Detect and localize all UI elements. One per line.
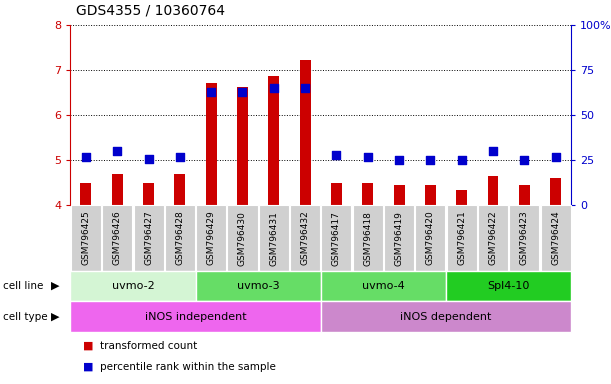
- Bar: [393, 185, 404, 205]
- Point: [363, 154, 373, 160]
- Text: GSM796420: GSM796420: [426, 211, 435, 265]
- Text: GSM796429: GSM796429: [207, 211, 216, 265]
- Text: ■: ■: [82, 341, 93, 351]
- Text: uvmo-2: uvmo-2: [112, 281, 154, 291]
- Text: percentile rank within the sample: percentile rank within the sample: [100, 362, 276, 372]
- Text: Spl4-10: Spl4-10: [488, 281, 530, 291]
- Text: GSM796428: GSM796428: [175, 211, 185, 265]
- Text: cell line: cell line: [3, 281, 43, 291]
- Text: GSM796430: GSM796430: [238, 211, 247, 265]
- Point: [519, 157, 529, 164]
- Text: cell type: cell type: [3, 312, 48, 322]
- Text: GSM796421: GSM796421: [457, 211, 466, 265]
- Text: GSM796431: GSM796431: [269, 211, 278, 265]
- Bar: [81, 183, 92, 205]
- Point: [488, 148, 498, 154]
- Point: [112, 148, 122, 154]
- Point: [207, 89, 216, 95]
- Point: [457, 157, 467, 164]
- Text: ■: ■: [82, 362, 93, 372]
- Text: GSM796432: GSM796432: [301, 211, 310, 265]
- Point: [144, 156, 153, 162]
- Text: GSM796426: GSM796426: [113, 211, 122, 265]
- Text: iNOS independent: iNOS independent: [145, 312, 246, 322]
- Text: GSM796425: GSM796425: [81, 211, 90, 265]
- Text: uvmo-3: uvmo-3: [237, 281, 279, 291]
- Bar: [362, 183, 373, 205]
- Point: [238, 89, 247, 95]
- Bar: [174, 174, 185, 205]
- Bar: [331, 183, 342, 205]
- Text: GSM796417: GSM796417: [332, 211, 341, 265]
- Bar: [488, 176, 499, 205]
- Point: [269, 85, 279, 91]
- Text: GSM796418: GSM796418: [364, 211, 372, 265]
- Point: [394, 157, 404, 164]
- Bar: [519, 185, 530, 205]
- Bar: [206, 83, 217, 205]
- Text: GSM796419: GSM796419: [395, 211, 403, 265]
- Bar: [268, 76, 279, 205]
- Point: [175, 154, 185, 160]
- Bar: [299, 60, 310, 205]
- Text: GSM796423: GSM796423: [520, 211, 529, 265]
- Bar: [550, 179, 561, 205]
- Text: uvmo-4: uvmo-4: [362, 281, 404, 291]
- Point: [425, 157, 435, 164]
- Bar: [425, 185, 436, 205]
- Text: transformed count: transformed count: [100, 341, 197, 351]
- Text: GSM796422: GSM796422: [489, 211, 497, 265]
- Text: ▶: ▶: [51, 312, 59, 322]
- Bar: [237, 87, 248, 205]
- Point: [300, 85, 310, 91]
- Bar: [112, 174, 123, 205]
- Text: GSM796424: GSM796424: [551, 211, 560, 265]
- Text: ▶: ▶: [51, 281, 59, 291]
- Bar: [456, 190, 467, 205]
- Text: GDS4355 / 10360764: GDS4355 / 10360764: [76, 3, 225, 17]
- Point: [551, 154, 560, 160]
- Bar: [143, 183, 154, 205]
- Point: [332, 152, 342, 158]
- Text: iNOS dependent: iNOS dependent: [400, 312, 492, 322]
- Point: [81, 154, 91, 160]
- Text: GSM796427: GSM796427: [144, 211, 153, 265]
